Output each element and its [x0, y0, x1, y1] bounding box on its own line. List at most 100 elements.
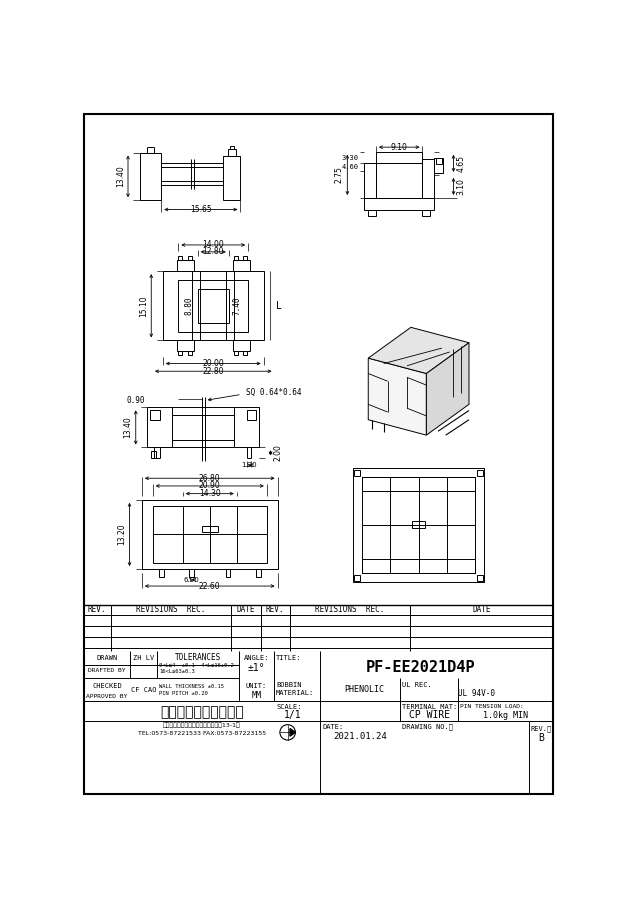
Text: 2.75: 2.75	[334, 166, 343, 183]
Bar	[422, 159, 434, 198]
Text: REV.: REV.	[266, 605, 284, 614]
Bar	[188, 352, 191, 355]
Bar	[422, 209, 430, 216]
Text: ANGLE:: ANGLE:	[243, 654, 269, 661]
Text: SQ 0.64*0.64: SQ 0.64*0.64	[246, 388, 301, 397]
Bar	[362, 477, 475, 492]
Text: B: B	[538, 733, 544, 743]
Text: TITLE:: TITLE:	[276, 654, 302, 661]
Text: CF CAO: CF CAO	[131, 687, 156, 692]
Text: MM: MM	[252, 691, 261, 700]
Bar	[412, 521, 425, 529]
Bar	[234, 256, 238, 261]
Bar	[230, 146, 234, 149]
Text: PHENOLIC: PHENOLIC	[344, 685, 384, 694]
Text: 13.20: 13.20	[117, 523, 126, 546]
Polygon shape	[427, 343, 469, 435]
Text: 15.65: 15.65	[190, 205, 212, 214]
Bar	[178, 256, 182, 261]
Text: 海宁捧晖电子有限公司: 海宁捧晖电子有限公司	[160, 706, 244, 719]
Text: TOLERANCES: TOLERANCES	[175, 654, 221, 663]
Bar	[178, 352, 182, 355]
Text: WALL THICKNESS ±0.15: WALL THICKNESS ±0.15	[159, 683, 224, 689]
Bar	[243, 352, 247, 355]
Text: 4.60: 4.60	[342, 165, 359, 170]
Text: 4.65: 4.65	[457, 155, 466, 172]
Bar	[365, 198, 434, 209]
Bar	[150, 411, 160, 420]
Bar	[140, 153, 161, 200]
Text: 13.40: 13.40	[124, 416, 132, 439]
Text: 16<L≤63±0.3: 16<L≤63±0.3	[159, 669, 195, 674]
Polygon shape	[368, 358, 427, 435]
Bar	[376, 152, 422, 164]
Text: REVISIONS  REC.: REVISIONS REC.	[315, 605, 385, 614]
Bar	[355, 470, 361, 476]
Text: 14.30: 14.30	[199, 489, 220, 498]
Text: 9.10: 9.10	[391, 143, 408, 152]
Text: APPROVED BY: APPROVED BY	[86, 694, 128, 699]
Bar	[189, 569, 194, 577]
Text: BOBBIN: BOBBIN	[276, 682, 302, 689]
Bar	[362, 477, 475, 573]
Text: PF-EE2021D4P: PF-EE2021D4P	[366, 660, 476, 675]
Bar	[234, 352, 238, 355]
Bar	[159, 569, 164, 577]
Text: 13.40: 13.40	[116, 165, 125, 187]
Bar	[234, 407, 259, 448]
Text: 14.00: 14.00	[202, 240, 224, 249]
Text: 7.40: 7.40	[233, 297, 242, 315]
Bar	[177, 261, 194, 271]
Bar	[247, 411, 256, 420]
Bar	[224, 156, 240, 200]
Bar	[178, 280, 248, 332]
Text: ZH LV: ZH LV	[134, 654, 155, 661]
Text: DRAWING NO.：: DRAWING NO.：	[402, 724, 453, 730]
Text: 20.90: 20.90	[199, 482, 220, 491]
Bar	[362, 559, 475, 573]
Polygon shape	[368, 327, 469, 373]
Text: SCALE:: SCALE:	[276, 704, 302, 710]
Text: 3.10: 3.10	[457, 178, 466, 195]
Text: UL REC.: UL REC.	[402, 682, 432, 689]
Text: 8.80: 8.80	[184, 297, 194, 315]
Text: UNIT:: UNIT:	[246, 683, 267, 690]
Text: UL 94V-0: UL 94V-0	[458, 689, 495, 698]
Bar	[376, 164, 422, 198]
Text: DRAWN: DRAWN	[96, 654, 118, 661]
Text: 2021.01.24: 2021.01.24	[333, 732, 387, 741]
Bar	[147, 407, 172, 448]
Text: 0<L≤4  ±0.1  4<L≤16±0.2: 0<L≤4 ±0.1 4<L≤16±0.2	[159, 663, 233, 668]
Bar	[153, 506, 267, 563]
Bar	[188, 256, 191, 261]
Bar	[142, 500, 278, 569]
Text: DATE: DATE	[472, 605, 491, 614]
Text: REV.：: REV.：	[530, 725, 551, 732]
Text: 地址：浙江省海宁市益宫镇园区四路13-1号: 地址：浙江省海宁市益宫镇园区四路13-1号	[163, 723, 241, 728]
Bar	[256, 569, 261, 577]
Polygon shape	[290, 728, 296, 736]
Bar	[233, 341, 250, 352]
Bar	[365, 164, 376, 198]
Text: 20.00: 20.00	[202, 359, 224, 368]
Text: PIN PITCH ±0.20: PIN PITCH ±0.20	[159, 691, 208, 697]
Bar	[368, 209, 376, 216]
Text: 22.60: 22.60	[199, 582, 220, 591]
Bar	[233, 261, 250, 271]
Bar	[228, 149, 236, 156]
Text: CP WIRE: CP WIRE	[409, 710, 450, 720]
Text: 0.90: 0.90	[127, 396, 145, 405]
Text: 3.30: 3.30	[342, 155, 359, 161]
Text: 22.80: 22.80	[202, 367, 224, 376]
Text: CHECKED: CHECKED	[92, 683, 122, 690]
Text: MATERIAL:: MATERIAL:	[276, 690, 314, 696]
Text: 1/1: 1/1	[284, 710, 302, 720]
Bar	[355, 574, 361, 581]
Text: TEL:0573-87221533 FAX:0573-87223155: TEL:0573-87221533 FAX:0573-87223155	[138, 732, 266, 736]
Bar	[243, 256, 247, 261]
Text: 1.20: 1.20	[241, 462, 256, 468]
Text: 12.80: 12.80	[202, 247, 224, 256]
Bar	[434, 158, 443, 174]
Bar	[436, 158, 442, 165]
Bar	[177, 341, 194, 352]
